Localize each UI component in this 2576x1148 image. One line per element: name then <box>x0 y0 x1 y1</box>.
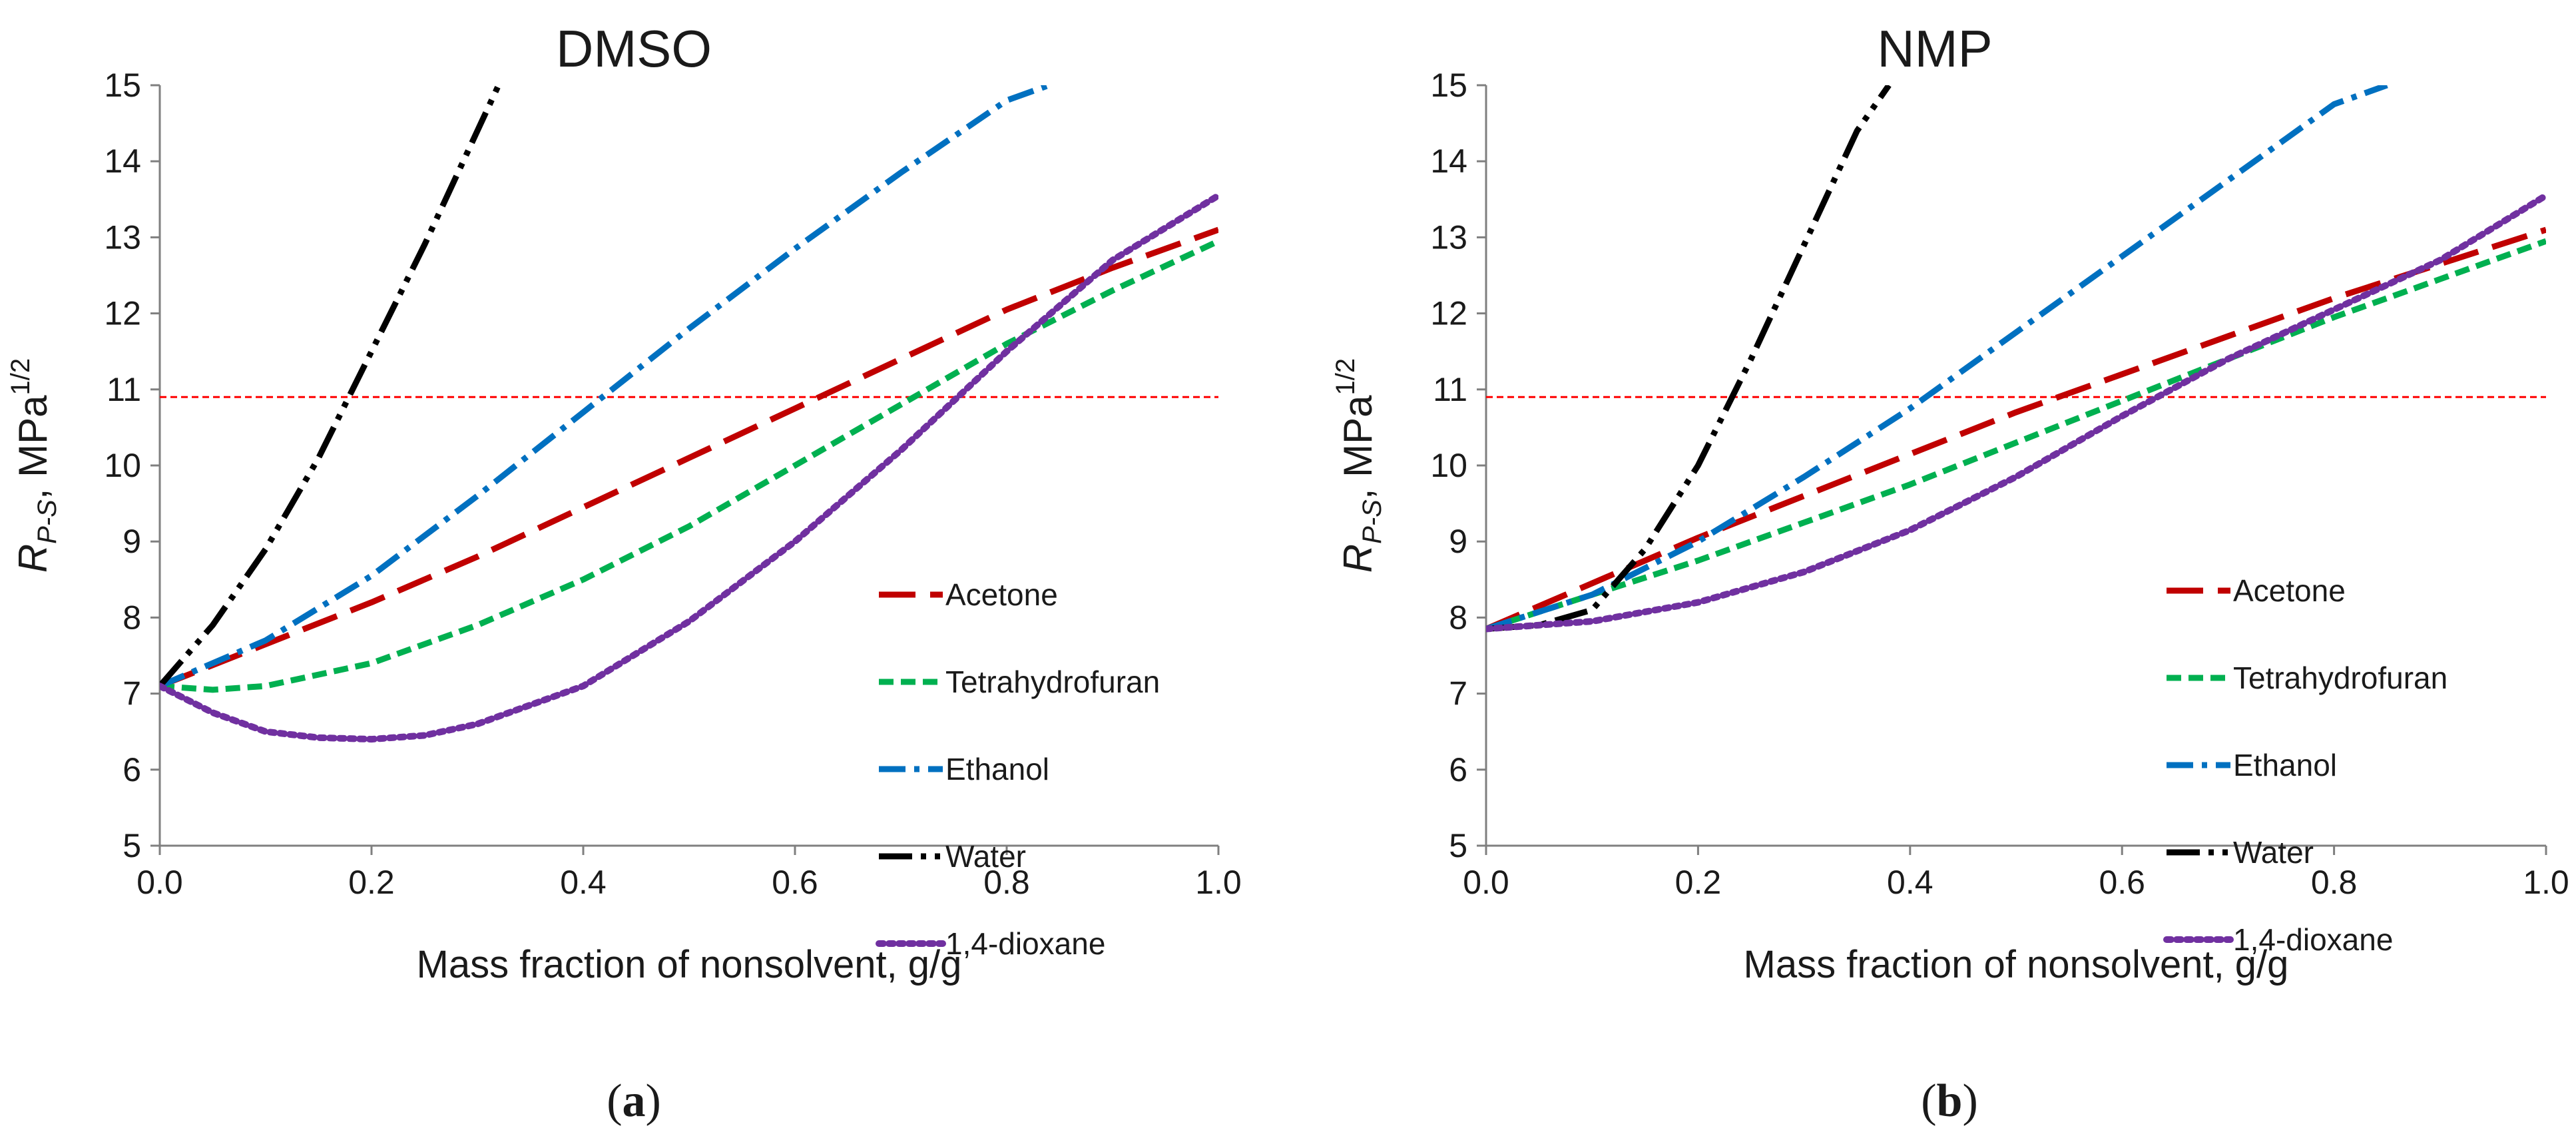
y-tick-label: 6 <box>1449 751 1467 788</box>
y-tick-label: 15 <box>1430 67 1467 104</box>
x-tick-label: 1.0 <box>1195 864 1242 901</box>
series-line-1-4-dioxane <box>160 192 1218 743</box>
y-tick-label: 12 <box>104 295 141 332</box>
y-label-subscript: P-S <box>33 499 62 544</box>
y-label-unit: , MPa <box>11 395 55 499</box>
y-tick-label: 7 <box>1449 675 1467 713</box>
y-label-superscript: 1/2 <box>1331 358 1360 396</box>
x-tick-label: 0.6 <box>772 864 818 901</box>
x-tick-label: 0.6 <box>2099 864 2145 901</box>
y-axis-label: RP-S, MPa1/2 <box>1331 358 1387 573</box>
x-axis-label: Mass fraction of nonsolvent, g/g <box>1744 943 2289 986</box>
y-tick-label: 14 <box>104 143 141 180</box>
y-label-unit: , MPa <box>1336 395 1380 499</box>
y-label-symbol: R <box>1336 544 1380 573</box>
y-tick-label: 8 <box>1449 599 1467 636</box>
legend-label: Tetrahydrofuran <box>2233 661 2447 695</box>
y-tick-label: 7 <box>123 675 141 713</box>
panel-label: (a) <box>607 1075 661 1127</box>
legend-label: Water <box>2233 835 2314 870</box>
series-group <box>1486 85 2546 633</box>
x-tick-label: 0.4 <box>560 864 607 901</box>
x-tick-label: 0.4 <box>1887 864 1933 901</box>
series-line-water <box>160 85 501 689</box>
y-tick-label: 10 <box>1430 447 1467 484</box>
x-tick-label: 1.0 <box>2523 864 2569 901</box>
y-label-symbol: R <box>11 544 55 573</box>
y-tick-label: 13 <box>1430 218 1467 256</box>
panel-label: (b) <box>1921 1075 1978 1127</box>
series-group <box>160 85 1218 743</box>
y-tick-label: 11 <box>1433 371 1467 408</box>
legend-label: Acetone <box>2233 573 2346 608</box>
x-tick-label: 0.8 <box>2311 864 2358 901</box>
y-tick-label: 5 <box>123 827 141 864</box>
y-tick-label: 12 <box>1430 295 1467 332</box>
panel-label-open: ( <box>607 1075 622 1127</box>
y-tick-label: 14 <box>1430 143 1467 180</box>
legend: Acetone Tetrahydrofuran Ethanol Water 1,4-di… <box>2163 573 2447 957</box>
legend-label: Acetone <box>945 577 1058 612</box>
series-line-water <box>1486 85 1892 632</box>
x-tick-label: 0.2 <box>348 864 395 901</box>
panel-label-open: ( <box>1921 1075 1936 1127</box>
y-tick-label: 9 <box>1449 523 1467 560</box>
legend-label: 1,4-dioxane <box>945 926 1105 961</box>
legend-label: Ethanol <box>2233 748 2337 782</box>
chart-title: DMSO <box>556 19 712 78</box>
y-tick-label: 6 <box>123 751 141 788</box>
legend-label: Ethanol <box>945 752 1049 786</box>
y-tick-label: 13 <box>104 218 141 256</box>
panel-label-close: ) <box>646 1075 661 1127</box>
y-tick-label: 9 <box>123 523 141 560</box>
legend-label: 1,4-dioxane <box>2233 922 2393 957</box>
panel-label-close: ) <box>1962 1075 1977 1127</box>
y-tick-label: 11 <box>107 371 141 408</box>
legend: Acetone Tetrahydrofuran Ethanol Water 1,4-di… <box>876 577 1160 961</box>
y-label-superscript: 1/2 <box>6 358 35 396</box>
y-axis-label: RP-S, MPa1/2 <box>6 358 62 573</box>
chart-panel-a: DMSO 5 6 7 8 9 10 11 12 13 14 15 0.0 0.2 0.4 0.6 0.8 1.0 M… <box>6 19 1242 1127</box>
chart-panel-b: NMP 5 6 7 8 9 10 11 12 13 14 15 0.0 0.2 0.4 0.6 0.8 1.0 Ma… <box>1331 19 2569 1127</box>
series-line-tetrahydrofuran <box>1486 238 2546 632</box>
x-tick-label: 0.2 <box>1675 864 1722 901</box>
x-tick-label: 0.0 <box>1463 864 1509 901</box>
series-line-acetone <box>160 226 1218 689</box>
x-axis-label: Mass fraction of nonsolvent, g/g <box>417 943 962 986</box>
y-label-subscript: P-S <box>1358 499 1387 544</box>
series-line-ethanol <box>160 85 1051 689</box>
x-tick-label: 0.0 <box>136 864 183 901</box>
series-line-1-4-dioxane <box>1486 192 2546 633</box>
legend-label: Water <box>945 839 1026 874</box>
chart-title: NMP <box>1877 19 1992 78</box>
y-tick-label: 5 <box>1449 827 1467 864</box>
panel-label-letter: b <box>1937 1075 1963 1127</box>
legend-label: Tetrahydrofuran <box>945 665 1160 699</box>
y-tick-label: 8 <box>123 599 141 636</box>
y-tick-label: 15 <box>104 67 141 104</box>
x-tick-label: 0.8 <box>983 864 1030 901</box>
panel-label-letter: a <box>623 1075 646 1127</box>
series-line-acetone <box>1486 226 2546 632</box>
y-tick-label: 10 <box>104 447 141 484</box>
series-line-ethanol <box>1486 85 2388 632</box>
